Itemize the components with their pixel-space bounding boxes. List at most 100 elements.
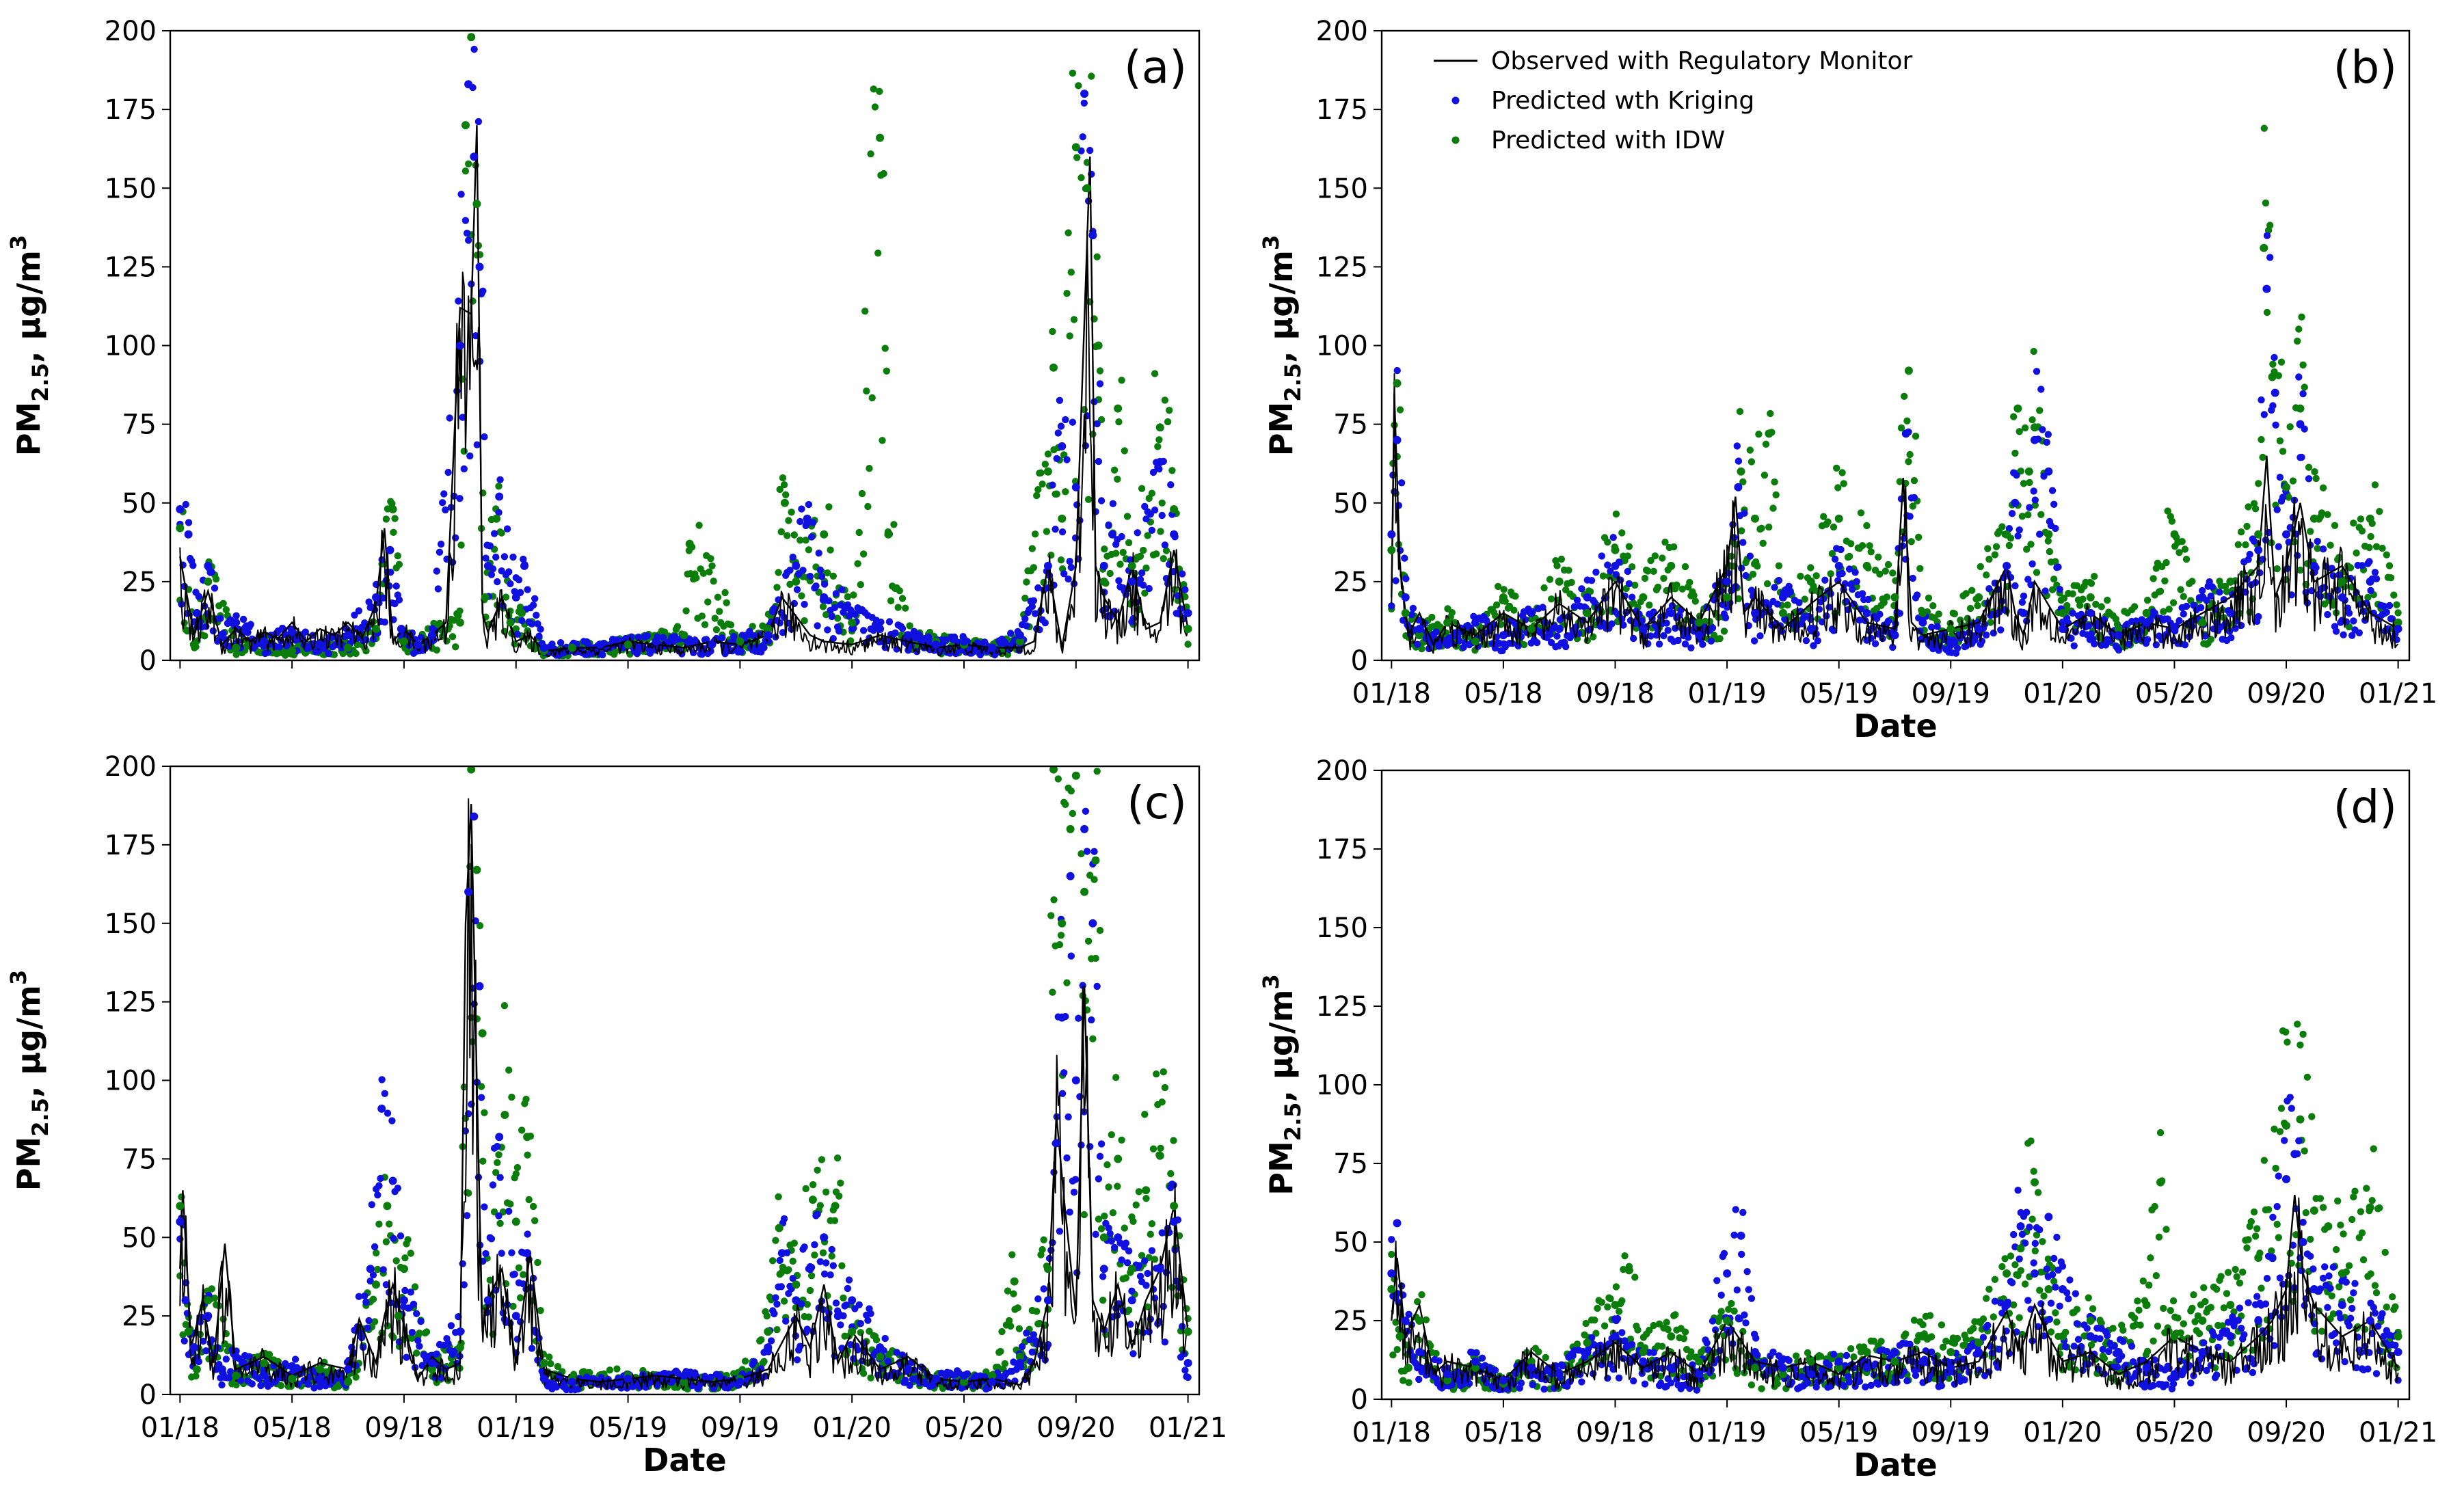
kriging-point [1155,1265,1164,1273]
idw-bg-point [2296,566,2304,574]
kriging-bg-point [189,562,197,569]
idw-bg-point [1069,69,1077,77]
idw-bg-point [772,1237,779,1244]
idw-bg-point [1023,578,1030,586]
idw-bg-point [465,1189,472,1197]
idw-bg-point [1033,1308,1041,1315]
kriging-bg-point [1797,608,1804,615]
idw-bg-point [1804,1349,1812,1357]
idw-bg-point [2327,541,2334,549]
kriging-bg-point [859,627,868,634]
kriging-bg-point [1604,561,1611,569]
idw-bg-point [1075,82,1082,90]
idw-bg-point [1114,475,1121,483]
kriging-point [539,1375,548,1383]
idw-bg-point [1824,518,1832,526]
idw-bg-point [1105,1183,1112,1191]
kriging-bg-point [1064,575,1072,583]
x-tick-label: 09/20 [2247,1417,2325,1448]
idw-bg-point [1084,496,1093,503]
idw-point [1114,404,1123,413]
kriging-bg-point [1158,511,1166,520]
idw-bg-point [707,555,714,563]
kriging-bg-point [698,651,706,658]
idw-bg-point [1828,550,1836,558]
kriging-bg-point [384,1109,392,1117]
idw-bg-point [775,569,782,576]
idw-bg-point [2178,538,2186,545]
kriging-point [464,80,473,89]
kriging-bg-point [760,644,768,651]
idw-bg-point [673,623,682,630]
idw-bg-point [386,1220,393,1228]
idw-point [1114,1155,1123,1163]
kriging-bg-point [906,1381,913,1390]
idw-bg-point [1158,499,1166,507]
kriging-point [1443,640,1452,649]
idw-bg-point [864,502,872,511]
kriging-bg-point [1106,1230,1114,1237]
kriging-bg-point [439,499,446,507]
idw-bg-point [2262,199,2270,207]
idw-point [1583,608,1592,617]
idw-bg-point [2237,528,2245,536]
kriging-bg-point [1547,638,1555,647]
kriging-bg-point [842,1302,851,1309]
kriging-bg-point [1071,1176,1080,1183]
kriging-bg-point [1049,481,1056,489]
idw-point [1974,593,1983,602]
idw-point [2170,530,2179,539]
idw-bg-point [1119,548,1127,556]
idw-bg-point [1520,640,1528,649]
idw-bg-point [2023,545,2031,553]
kriging-bg-point [503,525,511,532]
x-tick-label: 01/21 [2359,1417,2437,1448]
kriging-point [1734,483,1743,491]
idw-point [2058,608,2067,617]
idw-bg-point [2346,564,2355,571]
kriging-bg-point [864,1317,872,1324]
idw-bg-point [802,1185,809,1193]
idw-bg-point [394,552,401,560]
kriging-bg-point [211,584,219,592]
kriging-bg-point [1134,529,1142,537]
idw-bg-point [2273,565,2281,573]
idw-bg-point [1866,542,1873,550]
idw-bg-point [192,1372,200,1380]
kriging-point [1918,618,1927,627]
kriging-bg-point [465,237,472,244]
y-tick-label: 25 [122,1301,157,1332]
idw-bg-point [1400,1377,1407,1384]
idw-bg-point [887,597,895,605]
kriging-bg-point [1058,528,1067,536]
kriging-bg-point [390,1235,397,1243]
idw-bg-point [1089,1035,1097,1042]
idw-bg-point [2169,599,2178,606]
kriging-bg-point [408,1329,416,1336]
idw-bg-point [1077,850,1085,858]
idw-bg-point [1096,367,1104,375]
kriging-bg-point [2027,581,2035,589]
kriging-point [1127,1296,1136,1305]
idw-bg-point [873,16,880,23]
idw-bg-point [1422,1316,1430,1324]
idw-bg-point [436,619,444,627]
kriging-bg-point [1079,133,1086,141]
kriging-bg-point [511,588,518,595]
kriging-bg-point [227,1368,235,1375]
idw-bg-point [1672,1311,1679,1319]
idw-bg-point [1168,467,1176,474]
idw-bg-point [1114,1183,1121,1190]
kriging-bg-point [182,500,189,509]
kriging-bg-point [1161,541,1169,549]
idw-bg-point [858,489,866,498]
kriging-point [904,631,913,640]
idw-bg-point [1063,979,1071,986]
kriging-bg-point [824,626,831,634]
kriging-bg-point [730,633,738,640]
idw-bg-point [1161,396,1169,404]
idw-point [2003,530,2011,539]
idw-bg-point [704,598,712,606]
idw-bg-point [1897,424,1905,432]
